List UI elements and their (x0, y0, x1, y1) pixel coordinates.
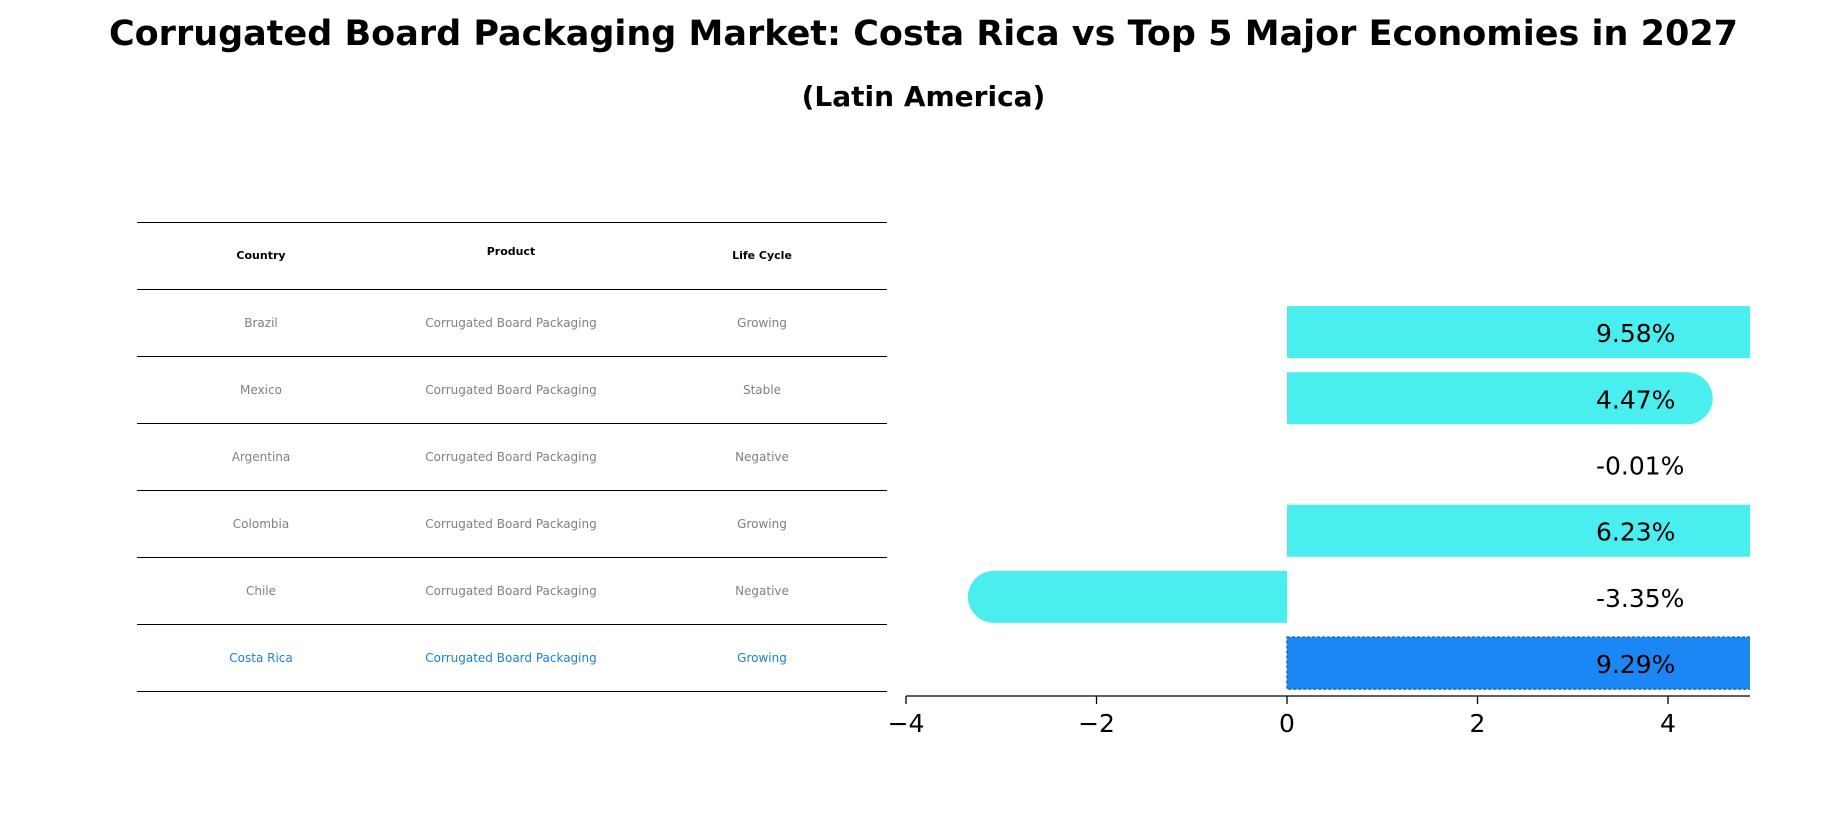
header-country: Country (236, 249, 286, 262)
cell-product: Corrugated Board Packaging (425, 584, 597, 598)
bar-chart: 9.58%4.47%-0.01%6.23%-3.35%9.29%−4−20246… (890, 306, 1750, 738)
cell-product: Corrugated Board Packaging (425, 450, 597, 464)
table-header-row: Country Product Life Cycle (137, 222, 887, 289)
cell-country: Chile (245, 584, 277, 598)
cell-life-cycle: Stable (742, 383, 781, 397)
x-tick-label: −2 (1078, 709, 1115, 738)
cell-product: Corrugated Board Packaging (425, 316, 597, 330)
x-tick-label: −4 (890, 709, 924, 738)
bar-colombia (1287, 504, 1750, 557)
table-row: Argentina Corrugated Board Packaging Neg… (137, 423, 887, 490)
cell-life-cycle: Growing (737, 517, 787, 531)
cell-country: Mexico (240, 383, 282, 397)
bar-costa-rica (1286, 636, 1750, 690)
cell-country: Argentina (231, 450, 291, 464)
table-row-highlighted: Costa Rica Corrugated Board Packaging Gr… (137, 624, 887, 692)
data-label: 9.29% (1596, 650, 1675, 679)
table-row: Colombia Corrugated Board Packaging Grow… (137, 490, 887, 557)
cell-country: Colombia (232, 517, 290, 531)
table-row: Mexico Corrugated Board Packaging Stable (137, 356, 887, 423)
cell-product: Corrugated Board Packaging (425, 517, 597, 531)
bar-chile (967, 570, 1287, 623)
data-table: Country Product Life Cycle Brazil Corrug… (137, 222, 887, 692)
cell-country: Brazil (244, 316, 278, 330)
cell-life-cycle: Negative (735, 450, 789, 464)
cell-product: Corrugated Board Packaging (425, 651, 597, 665)
x-tick-label: 4 (1660, 709, 1676, 738)
cell-life-cycle: Growing (737, 316, 787, 330)
header-life-cycle: Life Cycle (732, 249, 792, 262)
header-product: Product (486, 245, 536, 258)
x-tick-label: 0 (1279, 709, 1295, 738)
chart-title: Corrugated Board Packaging Market: Costa… (108, 14, 1739, 54)
data-label: 4.47% (1596, 385, 1675, 414)
data-label: 9.58% (1596, 319, 1675, 348)
data-label: -0.01% (1596, 452, 1684, 481)
cell-country: Costa Rica (229, 651, 293, 665)
cell-life-cycle: Growing (737, 651, 787, 665)
table-row: Chile Corrugated Board Packaging Negativ… (137, 557, 887, 624)
bar-mexico (1287, 372, 1713, 425)
data-label: -3.35% (1596, 584, 1684, 613)
table-row: Brazil Corrugated Board Packaging Growin… (137, 289, 887, 356)
cell-product: Corrugated Board Packaging (425, 383, 597, 397)
x-tick-label: 2 (1470, 709, 1486, 738)
cell-life-cycle: Negative (735, 584, 789, 598)
data-label: 6.23% (1596, 518, 1675, 547)
chart-subtitle: (Latin America) (801, 80, 1046, 113)
bar-brazil (1287, 306, 1750, 359)
